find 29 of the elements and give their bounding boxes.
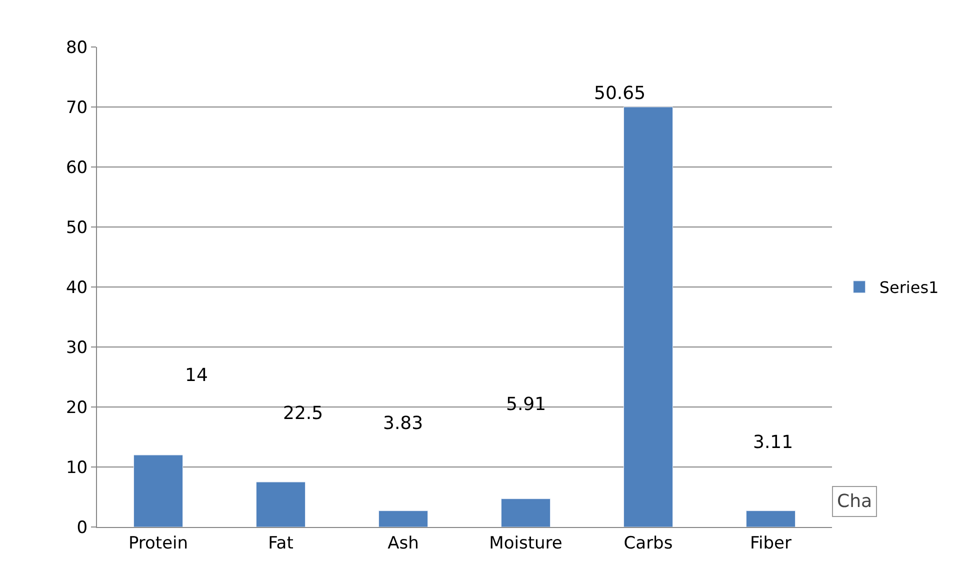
y-tick-label: 20 [66,398,88,418]
x-tick-label: Fiber [750,533,792,554]
x-tick-label: Carbs [624,533,673,554]
y-tick-label: 50 [66,218,88,238]
y-tick-label: 40 [66,278,88,298]
bar [378,510,428,527]
annotation: 3.83 [383,413,424,434]
y-tick-label: 30 [66,338,88,358]
x-tick-label: Fat [268,533,294,554]
bar [746,510,796,527]
bar [256,482,306,527]
annotation: 14 [185,365,208,386]
x-tick-label: Moisture [489,533,562,554]
y-tick-label: 0 [76,518,88,538]
y-tick-label: 60 [66,158,88,178]
text: Cha [837,491,872,512]
bar [624,106,673,527]
bar [501,498,550,527]
bar [134,454,183,527]
y-tick-label: 70 [66,98,88,118]
x-tick-label: Ash [388,533,419,554]
legend-label: Series1 [879,278,939,298]
annotation: 50.65 [594,83,646,104]
y-tick-label: 80 [66,38,88,58]
annotation: 5.91 [506,394,546,415]
x-tick-label: Protein [128,533,188,554]
annotation: 3.11 [753,432,794,453]
annotation: 22.5 [283,403,324,424]
y-tick-label: 10 [66,458,88,478]
